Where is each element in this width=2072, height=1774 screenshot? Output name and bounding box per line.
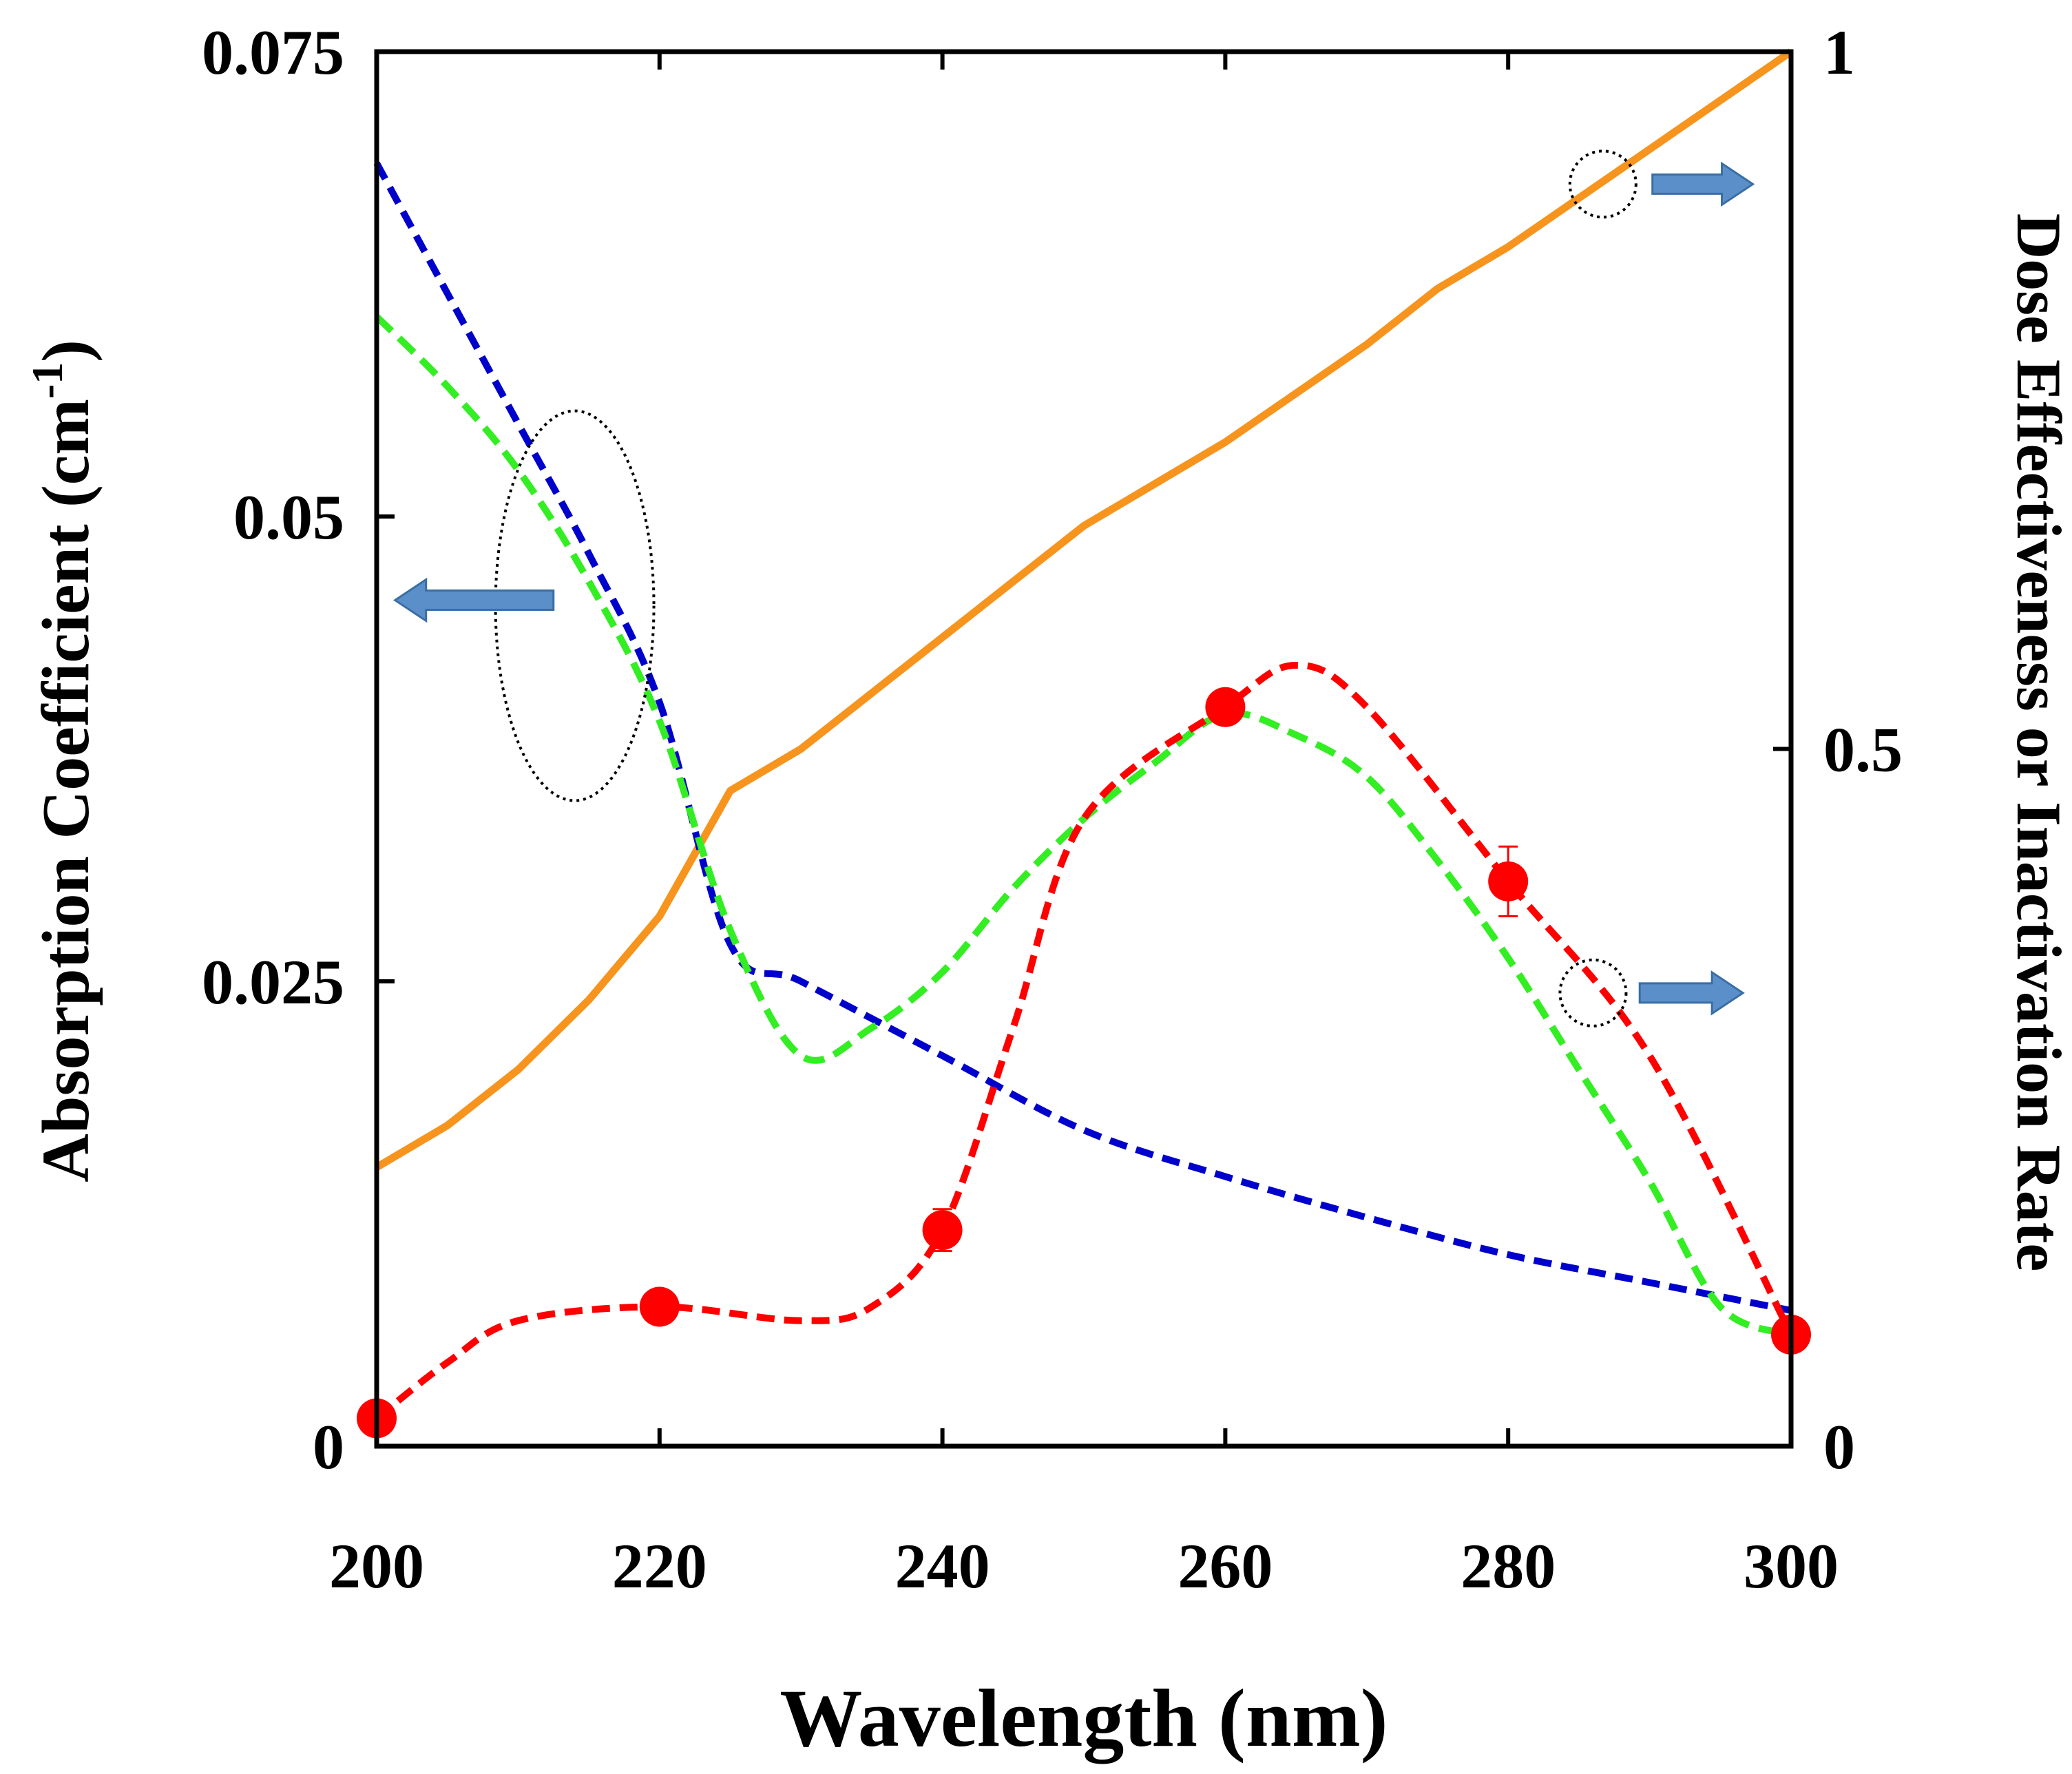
right-arrow-icon (1638, 970, 1745, 1016)
series-line-orange-solid (375, 48, 1794, 1171)
y-axis-title-right: Dose Effectiveness or Inactivation Rate (2004, 213, 2072, 1271)
y-tick-label-right: 0.5 (1823, 715, 1903, 785)
x-tick-label: 240 (895, 1531, 990, 1601)
y-axis-title-left: Absorption Coefficient (cm-1) (23, 340, 103, 1182)
y-axis-title-left-superscript: -1 (23, 362, 72, 399)
axis-ticks: 200 220 240 260 280 300 0 0.025 0.05 0.075 0 0.5 1 (202, 17, 1903, 1601)
data-point-marker (1488, 861, 1529, 901)
plot-area (357, 48, 1811, 1439)
plot-frame (374, 49, 1794, 1449)
x-tick-label: 200 (329, 1531, 424, 1601)
y-tick-label-left: 0.075 (202, 17, 344, 87)
series-line-red-dashed-markers (374, 662, 1794, 1421)
y-tick-label-right: 0 (1823, 1412, 1855, 1482)
y-axis-title-left-suffix: ) (29, 340, 103, 362)
left-arrow-icon (393, 577, 555, 623)
data-point-marker (639, 1286, 680, 1327)
y-tick-label-left: 0 (313, 1412, 344, 1482)
y-tick-label-right: 1 (1823, 17, 1855, 87)
y-axis-title-left-main: Absorption Coefficient (cm (29, 399, 103, 1182)
data-point-marker (1205, 687, 1246, 727)
series-line-green-dashed (374, 314, 1792, 1338)
y-tick-label-left: 0.025 (202, 947, 344, 1017)
x-tick-label: 220 (612, 1531, 707, 1601)
data-point-marker (922, 1210, 963, 1251)
x-tick-label: 300 (1744, 1531, 1839, 1601)
right-arrow-icon (1651, 161, 1755, 207)
x-tick-label: 260 (1178, 1531, 1273, 1601)
series-line-blue-dashed (373, 161, 1792, 1314)
x-axis-title: Wavelength (nm) (779, 1672, 1388, 1764)
annotation-circle (1558, 958, 1628, 1027)
y-tick-label-left: 0.05 (233, 482, 344, 552)
annotation-circle (1568, 149, 1637, 219)
x-tick-label: 280 (1461, 1531, 1556, 1601)
